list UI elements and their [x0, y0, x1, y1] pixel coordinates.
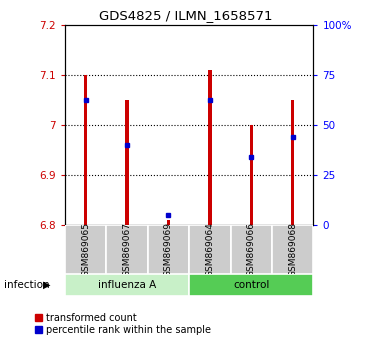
Text: infection: infection: [4, 280, 49, 290]
Bar: [231, 225, 272, 274]
Text: control: control: [233, 280, 270, 290]
Bar: [208, 70, 211, 225]
Bar: [106, 225, 148, 274]
Text: GSM869065: GSM869065: [81, 222, 90, 277]
Text: GSM869068: GSM869068: [288, 222, 297, 277]
Text: ▶: ▶: [43, 280, 50, 290]
Bar: [250, 125, 253, 225]
Bar: [148, 225, 189, 274]
Text: GSM869064: GSM869064: [206, 222, 214, 277]
Bar: [65, 225, 106, 274]
Bar: [65, 274, 189, 296]
Bar: [167, 220, 170, 225]
Legend: transformed count, percentile rank within the sample: transformed count, percentile rank withi…: [35, 313, 211, 335]
Bar: [272, 225, 313, 274]
Bar: [84, 75, 87, 225]
Text: influenza A: influenza A: [98, 280, 156, 290]
Text: GSM869069: GSM869069: [164, 222, 173, 277]
Text: GSM869067: GSM869067: [122, 222, 132, 277]
Bar: [189, 274, 313, 296]
Bar: [125, 100, 129, 225]
Text: GDS4825 / ILMN_1658571: GDS4825 / ILMN_1658571: [99, 9, 272, 22]
Bar: [291, 100, 295, 225]
Bar: [189, 225, 231, 274]
Text: GSM869066: GSM869066: [247, 222, 256, 277]
